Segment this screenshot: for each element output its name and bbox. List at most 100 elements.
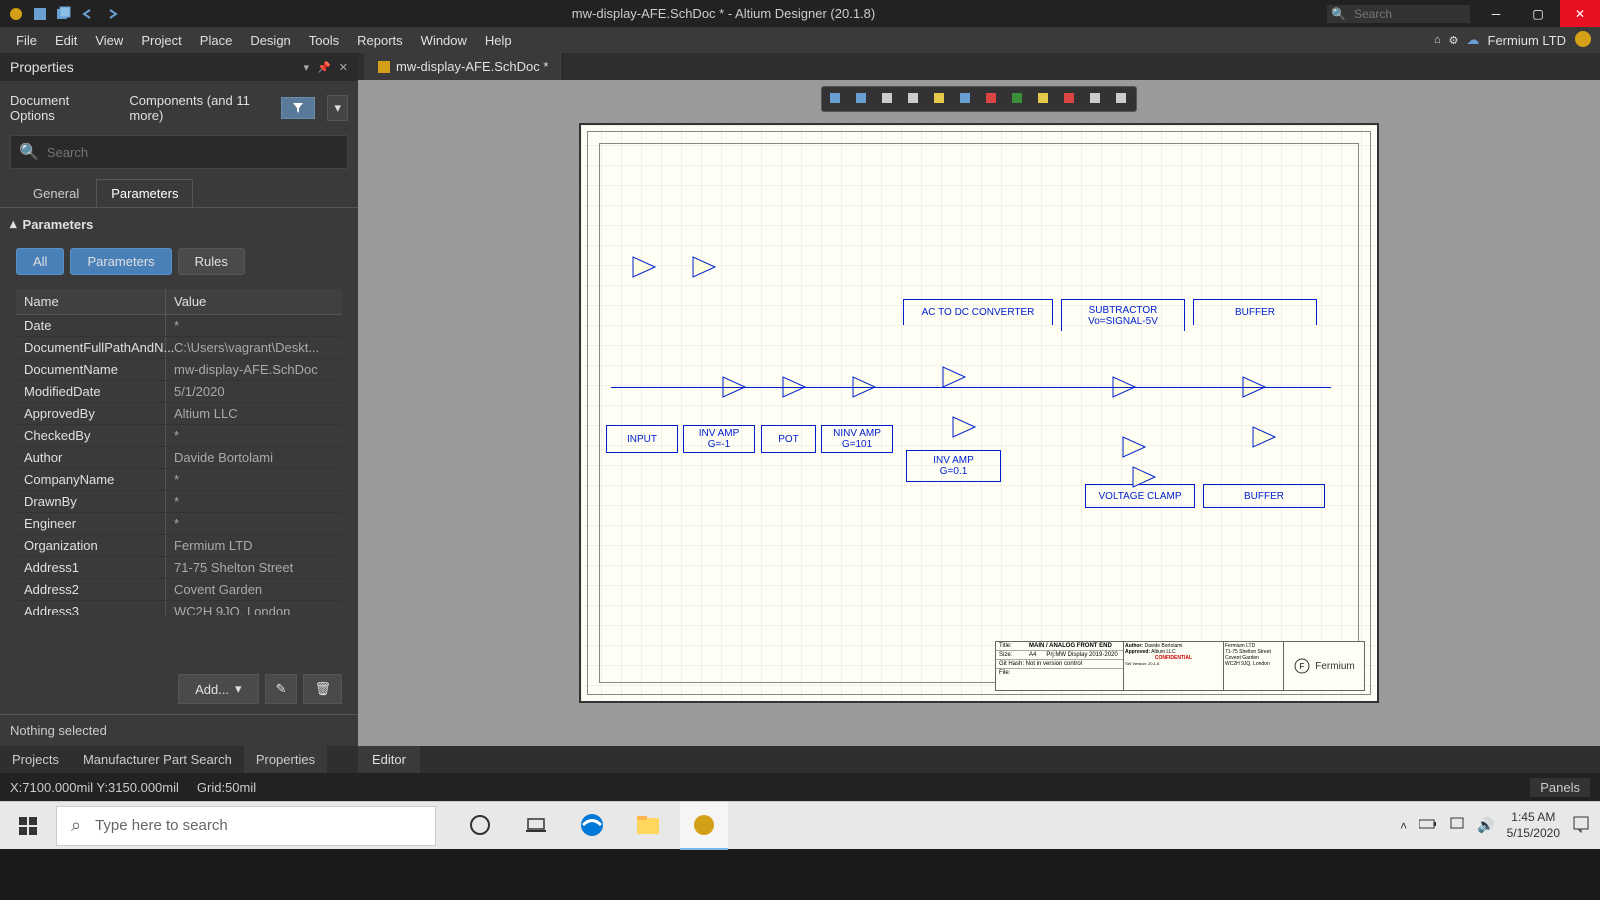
clock[interactable]: 1:45 AM 5/15/2020 bbox=[1507, 810, 1560, 841]
stack-icon[interactable] bbox=[932, 91, 948, 107]
align-icon[interactable] bbox=[906, 91, 922, 107]
components-filter-label[interactable]: Components (and 11 more) bbox=[129, 93, 269, 123]
table-row[interactable]: ModifiedDate5/1/2020 bbox=[16, 381, 342, 403]
table-header-value[interactable]: Value bbox=[166, 289, 342, 314]
opamp-symbol[interactable] bbox=[941, 365, 969, 394]
schematic-block[interactable]: POT bbox=[761, 425, 816, 453]
flag-icon[interactable] bbox=[1010, 91, 1026, 107]
table-row[interactable]: Address171-75 Shelton Street bbox=[16, 557, 342, 579]
home-icon[interactable]: ⌂ bbox=[1434, 34, 1441, 46]
tab-general[interactable]: General bbox=[18, 179, 94, 207]
filter-dropdown[interactable]: ▾ bbox=[327, 95, 348, 121]
table-row[interactable]: Address3WC2H 9JQ, London bbox=[16, 601, 342, 615]
schematic-block[interactable]: INV AMPG=0.1 bbox=[906, 450, 1001, 482]
pill-parameters[interactable]: Parameters bbox=[70, 248, 171, 275]
menu-help[interactable]: Help bbox=[477, 29, 520, 52]
minimize-button[interactable]: ─ bbox=[1476, 0, 1516, 27]
panel-pin-icon[interactable]: 📌 bbox=[317, 61, 331, 74]
schematic-block[interactable]: BUFFER bbox=[1193, 299, 1317, 325]
schematic-block[interactable]: SUBTRACTORVo=SIGNAL-5V bbox=[1061, 299, 1185, 331]
edge-icon[interactable] bbox=[568, 802, 616, 850]
titlebar-search-input[interactable] bbox=[1346, 5, 1466, 23]
text-icon[interactable] bbox=[1088, 91, 1104, 107]
gear-icon[interactable]: ⚙ bbox=[1449, 34, 1459, 47]
waves-icon[interactable] bbox=[958, 91, 974, 107]
menu-file[interactable]: File bbox=[8, 29, 45, 52]
opamp-symbol[interactable] bbox=[691, 255, 719, 284]
undo-icon[interactable] bbox=[80, 6, 96, 22]
opamp-symbol[interactable] bbox=[1121, 435, 1149, 464]
opamp-symbol[interactable] bbox=[851, 375, 879, 404]
battery-icon[interactable] bbox=[1419, 818, 1437, 833]
panel-dropdown-icon[interactable]: ▾ bbox=[304, 61, 310, 74]
table-row[interactable]: OrganizationFermium LTD bbox=[16, 535, 342, 557]
altium-taskbar-icon[interactable] bbox=[680, 802, 728, 850]
schematic-block[interactable]: AC TO DC CONVERTER bbox=[903, 299, 1053, 325]
saveall-icon[interactable] bbox=[56, 6, 72, 22]
menu-window[interactable]: Window bbox=[413, 29, 475, 52]
opamp-symbol[interactable] bbox=[1241, 375, 1269, 404]
ground-icon[interactable] bbox=[984, 91, 1000, 107]
schematic-block[interactable]: NINV AMPG=101 bbox=[821, 425, 893, 453]
edit-button[interactable]: ✎ bbox=[265, 674, 298, 704]
notifications-icon[interactable] bbox=[1572, 815, 1590, 836]
titlebar-search[interactable]: 🔍 bbox=[1327, 5, 1470, 23]
menu-place[interactable]: Place bbox=[192, 29, 241, 52]
schematic-block[interactable]: INV AMPG=-1 bbox=[683, 425, 755, 453]
table-row[interactable]: AuthorDavide Bortolami bbox=[16, 447, 342, 469]
delete-button[interactable]: 🗑 bbox=[303, 674, 342, 704]
cortana-icon[interactable] bbox=[456, 802, 504, 850]
table-row[interactable]: CompanyName* bbox=[16, 469, 342, 491]
menu-reports[interactable]: Reports bbox=[349, 29, 411, 52]
maximize-button[interactable]: ▢ bbox=[1518, 0, 1558, 27]
redo-icon[interactable] bbox=[104, 6, 120, 22]
table-row[interactable]: ApprovedByAltium LLC bbox=[16, 403, 342, 425]
warn-icon[interactable] bbox=[1062, 91, 1078, 107]
tab-parameters[interactable]: Parameters bbox=[96, 179, 193, 207]
panels-button[interactable]: Panels bbox=[1530, 778, 1590, 797]
opamp-symbol[interactable] bbox=[721, 375, 749, 404]
opamp-symbol[interactable] bbox=[631, 255, 659, 284]
network-icon[interactable] bbox=[1449, 816, 1465, 835]
taskbar-search[interactable]: ⌕ Type here to search bbox=[56, 806, 436, 846]
bottom-tab-projects[interactable]: Projects bbox=[0, 746, 71, 773]
schematic-canvas[interactable]: INPUTINV AMPG=-1POTNINV AMPG=101INV AMPG… bbox=[358, 80, 1600, 746]
bottom-tab-manufacturer-part-search[interactable]: Manufacturer Part Search bbox=[71, 746, 244, 773]
panel-close-icon[interactable]: ✕ bbox=[339, 61, 348, 74]
rect-icon[interactable] bbox=[1036, 91, 1052, 107]
editor-tab-active[interactable]: mw-display-AFE.SchDoc * bbox=[364, 53, 563, 80]
table-row[interactable]: Address2Covent Garden bbox=[16, 579, 342, 601]
opamp-symbol[interactable] bbox=[951, 415, 979, 444]
explorer-icon[interactable] bbox=[624, 802, 672, 850]
table-row[interactable]: DocumentNamemw-display-AFE.SchDoc bbox=[16, 359, 342, 381]
tray-expand-icon[interactable]: ˄ bbox=[1400, 819, 1407, 833]
editor-footer-tab[interactable]: Editor bbox=[358, 746, 420, 773]
add-button[interactable]: Add... ▾ bbox=[178, 674, 259, 704]
pill-all[interactable]: All bbox=[16, 248, 64, 275]
table-row[interactable]: DocumentFullPathAndN...C:\Users\vagrant\… bbox=[16, 337, 342, 359]
properties-search-input[interactable] bbox=[47, 145, 339, 160]
table-header-name[interactable]: Name bbox=[16, 289, 166, 314]
close-button[interactable]: ✕ bbox=[1560, 0, 1600, 27]
save-icon[interactable] bbox=[32, 6, 48, 22]
parameters-section-header[interactable]: ▴ Parameters bbox=[0, 208, 358, 240]
org-label[interactable]: Fermium LTD bbox=[1488, 33, 1566, 48]
table-row[interactable]: Date* bbox=[16, 315, 342, 337]
volume-icon[interactable]: 🔊 bbox=[1477, 817, 1494, 834]
menu-tools[interactable]: Tools bbox=[301, 29, 347, 52]
document-options-label[interactable]: Document Options bbox=[10, 93, 105, 123]
arc-icon[interactable] bbox=[1114, 91, 1130, 107]
opamp-symbol[interactable] bbox=[1111, 375, 1139, 404]
menu-edit[interactable]: Edit bbox=[47, 29, 85, 52]
table-row[interactable]: CheckedBy* bbox=[16, 425, 342, 447]
pill-rules[interactable]: Rules bbox=[178, 248, 245, 275]
taskview-icon[interactable] bbox=[512, 802, 560, 850]
cloud-icon[interactable]: ☁ bbox=[1467, 32, 1480, 48]
bottom-tab-properties[interactable]: Properties bbox=[244, 746, 327, 773]
menu-project[interactable]: Project bbox=[133, 29, 189, 52]
square-icon[interactable] bbox=[880, 91, 896, 107]
opamp-symbol[interactable] bbox=[1251, 425, 1279, 454]
schematic-block[interactable]: BUFFER bbox=[1203, 484, 1325, 508]
properties-search[interactable]: 🔍 bbox=[10, 135, 348, 169]
table-row[interactable]: DrawnBy* bbox=[16, 491, 342, 513]
